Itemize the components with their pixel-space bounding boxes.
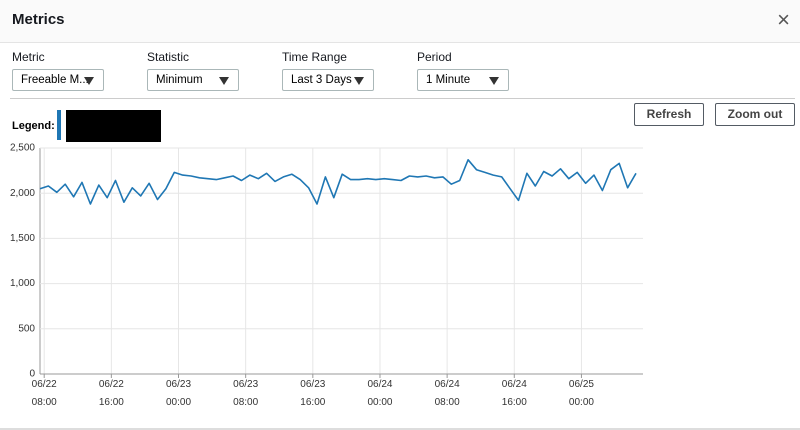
x-tick-label: 06/25 00:00	[569, 379, 594, 408]
x-tick-label-line: 00:00	[166, 397, 191, 408]
legend-label: Legend:	[12, 120, 55, 132]
control: Metric Freeable M...	[12, 50, 104, 91]
close-button[interactable]: ×	[777, 7, 790, 32]
dropdown[interactable]: Last 3 Days	[282, 69, 374, 91]
dropdown[interactable]: Minimum	[147, 69, 239, 91]
y-tick-label: 0	[29, 369, 35, 380]
control-label: Metric	[12, 50, 45, 64]
x-tick-label: 06/23 00:00	[166, 379, 191, 408]
x-tick-label-line: 16:00	[502, 397, 527, 408]
x-tick-label: 06/22 08:00	[32, 379, 57, 408]
x-tick-label-line: 08:00	[435, 397, 460, 408]
x-tick-label: 06/24 08:00	[435, 379, 460, 408]
x-tick-label-line: 06/24	[435, 379, 460, 390]
header: Metrics ×	[0, 0, 800, 43]
x-tick-label-line: 08:00	[233, 397, 258, 408]
y-tick-label: 1,000	[10, 278, 35, 289]
control-label: Period	[417, 50, 452, 64]
x-tick-label: 06/24 16:00	[502, 379, 527, 408]
zoom-out-button[interactable]: Zoom out	[715, 103, 795, 126]
x-tick-label: 06/22 16:00	[99, 379, 124, 408]
y-tick-label: 500	[18, 323, 35, 334]
x-tick-label-line: 06/24	[502, 379, 527, 390]
x-tick-label: 06/23 16:00	[300, 379, 325, 408]
y-tick-label: 2,500	[10, 143, 35, 154]
x-tick-label-line: 06/23	[300, 379, 325, 390]
x-tick-label-line: 00:00	[569, 397, 594, 408]
x-tick-label: 06/24 00:00	[367, 379, 392, 408]
x-tick-label-line: 06/25	[569, 379, 594, 390]
control: Statistic Minimum	[147, 50, 239, 91]
x-tick-label: 06/23 08:00	[233, 379, 258, 408]
control: Time Range Last 3 Days	[282, 50, 374, 91]
x-tick-label-line: 06/23	[166, 379, 191, 390]
control: Period 1 Minute	[417, 50, 509, 91]
control-label: Time Range	[282, 50, 347, 64]
x-tick-label-line: 06/22	[32, 379, 57, 390]
separator	[10, 98, 795, 99]
dropdown[interactable]: 1 Minute	[417, 69, 509, 91]
x-tick-label-line: 16:00	[300, 397, 325, 408]
legend-swatch	[57, 110, 61, 140]
x-tick-label-line: 16:00	[99, 397, 124, 408]
x-tick-label-line: 00:00	[367, 397, 392, 408]
x-tick-label-line: 08:00	[32, 397, 57, 408]
control-label: Statistic	[147, 50, 190, 64]
x-tick-label-line: 06/23	[233, 379, 258, 390]
y-tick-label: 2,000	[10, 188, 35, 199]
refresh-button[interactable]: Refresh	[634, 103, 704, 126]
series-line	[39, 159, 637, 205]
dialog-title: Metrics	[12, 11, 65, 28]
y-tick-label: 1,500	[10, 233, 35, 244]
redacted-legend-name	[66, 110, 161, 142]
x-tick-label-line: 06/22	[99, 379, 124, 390]
x-tick-label-line: 06/24	[367, 379, 392, 390]
dropdown[interactable]: Freeable M...	[12, 69, 104, 91]
